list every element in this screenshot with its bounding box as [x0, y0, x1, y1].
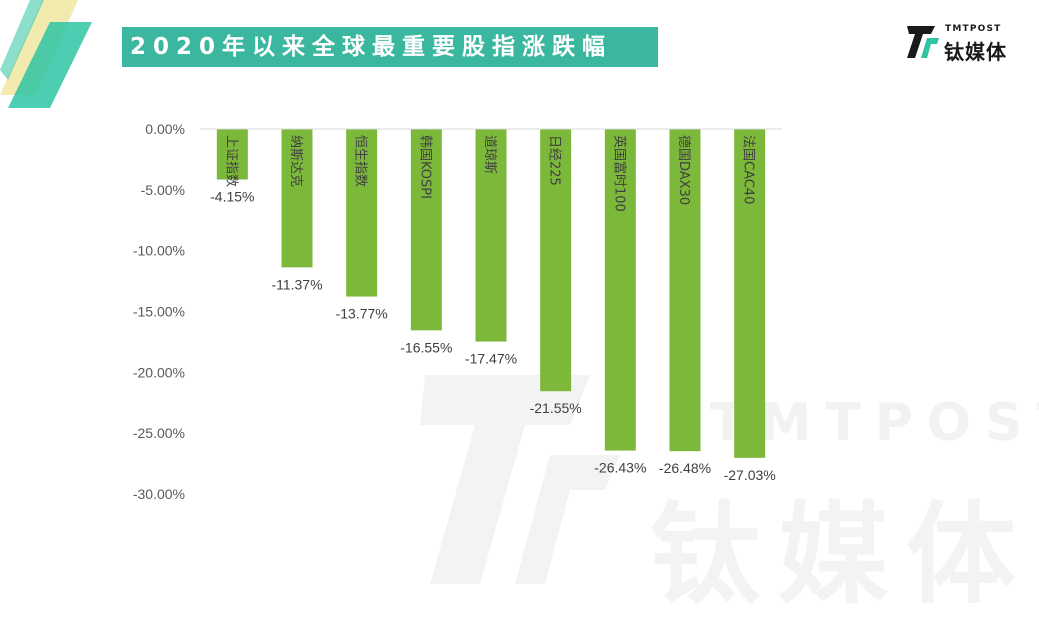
y-tick-label: -5.00%: [141, 182, 185, 198]
category-label: 日经225: [547, 135, 562, 186]
category-label: 英国富时100: [611, 135, 627, 212]
data-label: -26.48%: [659, 460, 711, 476]
corner-decoration: [0, 0, 92, 108]
data-label: -4.15%: [210, 188, 254, 204]
data-label: -11.37%: [271, 276, 322, 292]
data-label: -21.55%: [530, 400, 582, 416]
data-label: -16.55%: [400, 339, 452, 355]
data-label: -26.43%: [594, 460, 646, 476]
bar: [604, 129, 636, 451]
y-tick-label: -10.00%: [133, 243, 185, 259]
category-label: 法国CAC40: [741, 135, 756, 204]
data-label: -17.47%: [465, 351, 517, 367]
category-label: 纳斯达克: [288, 135, 303, 187]
logo-text-cn: 钛媒体: [944, 40, 1007, 64]
page-title: 2020年以来全球最重要股指涨跌幅: [122, 27, 658, 67]
bar: [410, 129, 442, 331]
logo-text-en: TMTPOST: [945, 24, 1002, 34]
watermark-logo-icon: [420, 375, 620, 584]
corner-stripe-green: [8, 22, 92, 108]
bar: [734, 129, 766, 458]
brand-logo: TMTPOST 钛媒体: [905, 22, 1015, 64]
y-tick-label: -25.00%: [133, 425, 185, 441]
y-tick-label: -15.00%: [133, 304, 185, 320]
bar-chart: 0.00% -5.00% -10.00% -15.00% -20.00% -25.00% -…: [133, 121, 782, 502]
bar: [346, 129, 378, 297]
data-label: -27.03%: [724, 467, 776, 483]
tmtpost-logo-icon: [907, 26, 939, 58]
bar: [669, 129, 701, 452]
category-label: 德国DAX30: [676, 135, 691, 205]
bar: [216, 129, 248, 180]
category-label: 韩国KOSPI: [417, 135, 432, 199]
category-label: 道琼斯: [482, 135, 497, 174]
y-tick-label: -20.00%: [133, 364, 185, 380]
bar: [475, 129, 507, 342]
data-label: -13.77%: [336, 306, 388, 322]
category-label: 上证指数: [223, 135, 238, 187]
corner-stripe-teal: [0, 0, 44, 80]
y-tick-label: -30.00%: [133, 486, 185, 502]
category-label: 恒生指数: [353, 135, 368, 187]
bar: [281, 129, 313, 268]
bar: [540, 129, 572, 392]
y-tick-label: 0.00%: [145, 121, 185, 137]
